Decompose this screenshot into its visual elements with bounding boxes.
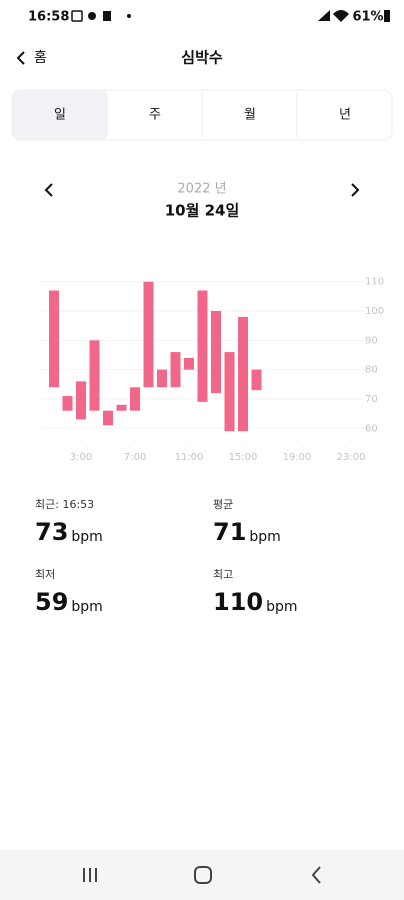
home-button[interactable] — [194, 866, 212, 884]
stat-label: 평균 — [213, 498, 233, 511]
range-bar — [170, 352, 181, 388]
range-bar — [62, 396, 73, 411]
x-tick-label: 3:00 — [70, 452, 92, 463]
next-button[interactable] — [351, 183, 360, 197]
battery-icon — [384, 10, 390, 22]
range-bar — [116, 404, 127, 411]
range-bar — [224, 352, 235, 432]
stat-unit: bpm — [71, 599, 102, 615]
x-tick-label: 11:00 — [175, 452, 204, 463]
status-icon — [103, 11, 111, 21]
stat-unit: bpm — [71, 529, 102, 545]
stat-label: 최저 — [35, 568, 55, 581]
x-tick-label: 23:00 — [337, 452, 366, 463]
stat-label: 최근: 16:53 — [35, 498, 94, 511]
status-icon — [88, 12, 96, 20]
back-label[interactable]: 홈 — [34, 50, 47, 66]
wifi-icon — [333, 10, 349, 22]
x-tick-label: 7:00 — [124, 452, 146, 463]
nav-bar — [0, 850, 404, 900]
date-day: 10월 24일 — [165, 202, 240, 220]
stat-value: 71 bpm — [213, 518, 281, 546]
stat-value: 59 bpm — [35, 588, 103, 616]
y-tick-label: 100 — [365, 306, 384, 317]
range-bar — [130, 387, 140, 411]
y-tick-label: 60 — [365, 423, 378, 434]
y-tick-label: 70 — [365, 394, 378, 405]
date-year: 2022 년 — [177, 182, 226, 197]
range-bar — [143, 281, 154, 388]
x-tick-label: 19:00 — [283, 452, 312, 463]
range-bar — [49, 290, 59, 388]
range-bar — [76, 381, 86, 420]
stat-number: 59 — [35, 588, 68, 616]
stat-number: 71 — [213, 518, 246, 546]
tab[interactable]: 년 — [339, 108, 351, 123]
battery-text: 61% — [352, 10, 383, 25]
signal-icon — [318, 10, 330, 21]
page-title: 심박수 — [181, 49, 223, 67]
range-bar — [89, 340, 100, 411]
stat-unit: bpm — [249, 529, 280, 545]
range-bar — [197, 290, 208, 402]
recents-button[interactable] — [83, 868, 97, 882]
range-bar — [103, 410, 113, 426]
range-bar — [157, 369, 167, 388]
status-time: 16:58 — [28, 10, 69, 25]
range-bar — [238, 316, 248, 432]
stat-number: 73 — [35, 518, 68, 546]
tab-selected-bg — [12, 90, 108, 140]
tab[interactable]: 주 — [149, 108, 161, 123]
back-icon[interactable] — [16, 51, 25, 65]
stat-label: 최고 — [213, 568, 233, 581]
stat-value: 73 bpm — [35, 518, 103, 546]
x-tick-label: 15:00 — [229, 452, 258, 463]
back-nav-button[interactable] — [311, 866, 321, 884]
stat-number: 110 — [213, 588, 263, 616]
status-icon — [71, 10, 83, 22]
stat-value: 110 bpm — [213, 588, 298, 616]
range-bar — [211, 311, 221, 394]
stat-unit: bpm — [266, 599, 297, 615]
y-tick-label: 80 — [365, 365, 378, 376]
tab[interactable]: 월 — [244, 108, 256, 123]
range-bar — [251, 369, 262, 391]
range-bar — [184, 357, 194, 370]
y-tick-label: 90 — [365, 335, 378, 346]
y-tick-label: 110 — [365, 277, 384, 288]
chart: 60 70 80 90 100 110 3:00 7:00 11:00 15:00 19:00 23:… — [40, 277, 384, 463]
tab[interactable]: 일 — [54, 108, 66, 123]
status-icon — [127, 14, 131, 18]
prev-button[interactable] — [44, 183, 53, 197]
